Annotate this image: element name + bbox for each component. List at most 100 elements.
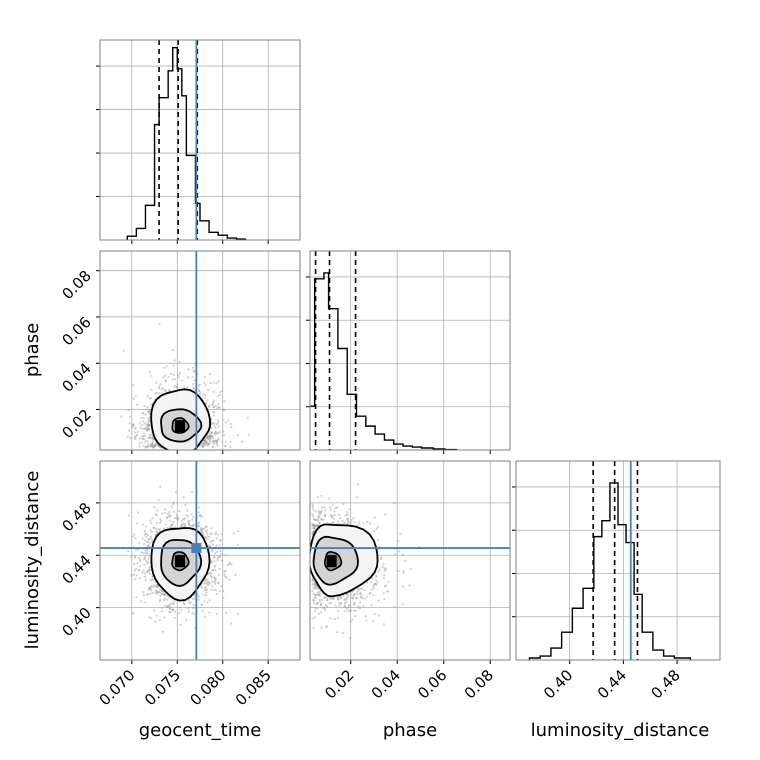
sample-point [210, 421, 213, 424]
sample-point [211, 445, 214, 448]
sample-point [187, 610, 190, 613]
sample-point [159, 518, 162, 521]
sample-point [172, 364, 175, 367]
sample-point [385, 590, 389, 593]
sample-point [217, 425, 220, 428]
sample-point [180, 379, 183, 382]
sample-point [346, 596, 349, 599]
sample-point [227, 419, 230, 422]
sample-point [373, 516, 376, 519]
sample-point [202, 593, 205, 596]
sample-point [383, 598, 386, 601]
sample-point [326, 596, 329, 599]
sample-point [312, 530, 315, 533]
sample-point [163, 599, 166, 602]
sample-point [366, 581, 369, 584]
sample-point [318, 598, 321, 601]
sample-point [184, 525, 187, 528]
sample-point [147, 424, 151, 427]
sample-point [150, 521, 153, 525]
sample-point [146, 593, 149, 596]
sample-point [230, 426, 233, 429]
sample-point [151, 443, 154, 446]
sample-point [375, 527, 378, 531]
sample-point [157, 527, 160, 531]
sample-point [320, 518, 323, 521]
sample-point [187, 599, 190, 602]
sample-point [202, 533, 205, 536]
sample-point [208, 599, 211, 602]
sample-point [181, 525, 184, 528]
sample-point [319, 594, 322, 597]
sample-point [135, 574, 138, 577]
sample-point [151, 575, 154, 578]
sample-point [147, 537, 151, 541]
sample-point [223, 409, 226, 412]
injection-marker [191, 543, 202, 554]
sample-point [360, 596, 363, 599]
sample-point [149, 444, 152, 447]
sample-point [237, 612, 240, 615]
sample-point [364, 615, 367, 618]
sample-point [166, 516, 169, 519]
sample-point [147, 442, 150, 445]
sample-point [206, 538, 209, 541]
sample-point [368, 591, 371, 595]
sample-point [171, 523, 174, 526]
sample-point [153, 444, 156, 447]
sample-point [338, 604, 341, 607]
sample-point [131, 426, 134, 429]
sample-point [222, 596, 225, 599]
sample-point [317, 593, 320, 596]
sample-point [200, 514, 203, 517]
sample-point [136, 511, 140, 514]
sample-point [130, 573, 133, 576]
sample-point [170, 525, 173, 528]
sample-point [148, 409, 151, 412]
sample-point [323, 607, 327, 611]
sample-point [200, 531, 203, 534]
sample-point [213, 576, 216, 579]
sample-point [220, 585, 223, 588]
scatter-panel-phase_vs_geocent_time [96, 250, 301, 454]
sample-point [318, 513, 321, 516]
sample-point [393, 605, 396, 609]
sample-point [353, 602, 356, 606]
sample-point [160, 388, 163, 391]
sample-point [330, 515, 333, 518]
sample-point [337, 598, 340, 601]
sample-point [210, 588, 213, 592]
sample-point [241, 440, 244, 443]
sample-point [214, 552, 217, 555]
sample-point [213, 399, 216, 402]
sample-point [224, 445, 227, 448]
sample-point [359, 606, 362, 609]
sample-point [207, 406, 211, 409]
histogram-panel-phase [306, 250, 511, 454]
sample-point [312, 627, 315, 630]
sample-point [372, 620, 375, 623]
sample-point [212, 442, 215, 445]
sample-point [313, 583, 317, 586]
sample-point [318, 590, 322, 593]
sample-point [156, 586, 159, 589]
sample-point [216, 537, 219, 540]
sample-point [320, 511, 323, 515]
panel-frame [99, 460, 301, 661]
sample-point [153, 609, 156, 612]
sample-point [380, 557, 383, 560]
sample-point [356, 524, 359, 527]
sample-point [218, 438, 221, 441]
sample-point [336, 520, 339, 523]
sample-point [211, 550, 214, 553]
sample-point [343, 598, 346, 601]
sample-point [160, 392, 163, 395]
sample-point [318, 522, 322, 525]
sample-point [172, 520, 175, 524]
sample-point [163, 604, 166, 607]
hist-clip [528, 482, 692, 660]
sample-point [192, 383, 195, 386]
sample-point [145, 570, 148, 574]
sample-point [146, 561, 149, 564]
sample-point [313, 518, 316, 521]
